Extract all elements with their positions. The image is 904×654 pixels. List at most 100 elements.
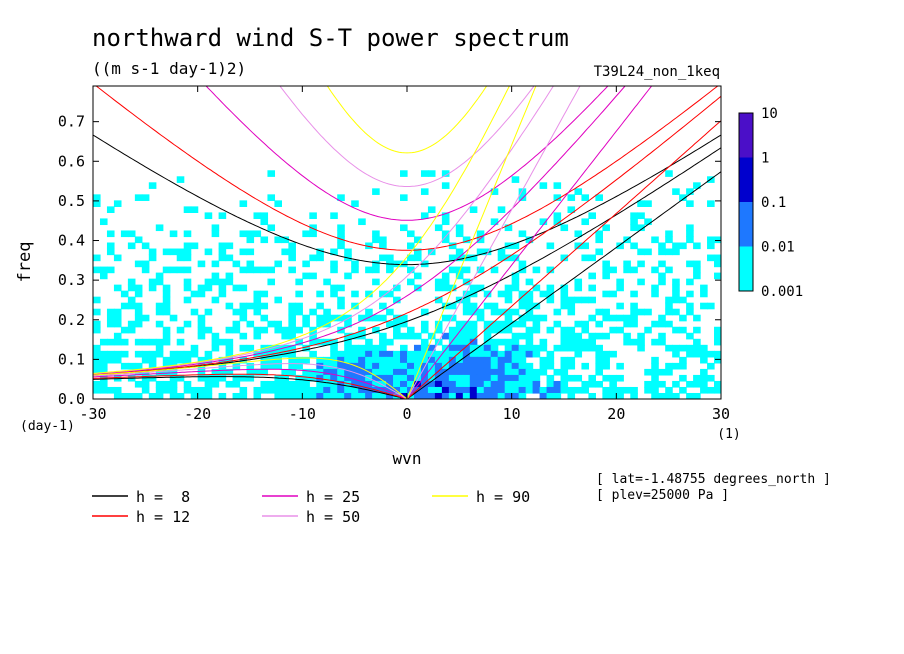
heatmap-cell (679, 242, 687, 250)
heatmap-cell (420, 356, 429, 364)
heatmap-cell (190, 308, 199, 316)
heatmap-cell (665, 392, 673, 399)
heatmap-cell (337, 362, 345, 370)
heatmap-cell (504, 386, 513, 394)
heatmap-cell (581, 242, 590, 250)
heatmap-cell (434, 392, 443, 399)
heatmap-cell (560, 344, 569, 352)
legend-label: h = 12 (136, 508, 190, 526)
heatmap-cell (476, 374, 485, 382)
heatmap-cell (260, 290, 269, 298)
heatmap-cell (609, 380, 617, 388)
heatmap-cell (113, 200, 122, 207)
heatmap-cell (351, 356, 359, 364)
heatmap-cell (700, 350, 708, 358)
heatmap-cell (141, 242, 150, 250)
heatmap-cell (239, 200, 248, 207)
heatmap-cell (490, 266, 499, 274)
heatmap-cell (490, 302, 499, 310)
heatmap-cell (539, 386, 548, 394)
heatmap-cell (337, 392, 345, 399)
heatmap-cell (560, 374, 569, 382)
heatmap-cell (483, 290, 492, 298)
heatmap-cell (351, 380, 359, 388)
heatmap-cell (141, 380, 150, 388)
heatmap-cell (658, 278, 666, 286)
heatmap-cell (93, 254, 101, 262)
heatmap-cell (99, 218, 108, 226)
heatmap-cell (448, 326, 457, 334)
y-tick-label: 0.1 (58, 350, 85, 368)
heatmap-cell (225, 380, 234, 388)
heatmap-cell (162, 266, 171, 274)
heatmap-cell (476, 308, 485, 316)
heatmap-cell (386, 308, 394, 316)
heatmap-cell (246, 266, 255, 274)
heatmap-cell (379, 350, 387, 358)
heatmap-cell (372, 350, 380, 358)
heatmap-cell (358, 344, 366, 352)
heatmap-cell (707, 236, 715, 244)
heatmap-cell (504, 308, 513, 316)
heatmap-cell (602, 392, 610, 399)
heatmap-cell (462, 386, 471, 394)
heatmap-cell (434, 326, 443, 334)
power-field (93, 170, 721, 399)
heatmap-cell (602, 350, 610, 358)
heatmap-cell (420, 326, 429, 334)
heatmap-cell (372, 236, 380, 244)
heatmap-cell (169, 368, 178, 376)
heatmap-cell (183, 356, 192, 364)
heatmap-cell (553, 344, 562, 352)
heatmap-cell (672, 344, 680, 352)
heatmap-cell (197, 260, 206, 268)
heatmap-cell (546, 356, 555, 364)
heatmap-cell (679, 296, 687, 304)
y-axis-unit: (day-1) (20, 419, 75, 434)
heatmap-cell (407, 368, 415, 376)
heatmap-cell (490, 218, 499, 226)
heatmap-cell (190, 392, 199, 399)
heatmap-cell (302, 386, 310, 394)
heatmap-cell (413, 386, 422, 394)
heatmap-cell (260, 380, 269, 388)
heatmap-cell (539, 392, 548, 399)
heatmap-cell (337, 302, 345, 310)
heatmap-cell (567, 338, 576, 346)
heatmap-cell (288, 326, 296, 334)
heatmap-cell (462, 326, 471, 334)
heatmap-cell (239, 266, 248, 274)
heatmap-cell (113, 284, 122, 292)
heatmap-cell (518, 320, 527, 328)
heatmap-cell (693, 182, 701, 189)
heatmap-cell (232, 326, 241, 334)
heatmap-cell (581, 254, 590, 262)
heatmap-cell (707, 362, 715, 370)
heatmap-cell (448, 338, 457, 346)
heatmap-cell (309, 308, 317, 316)
heatmap-cell (476, 266, 485, 274)
heatmap-cell (148, 248, 157, 256)
heatmap-cell (351, 266, 359, 274)
heatmap-cell (546, 284, 555, 292)
heatmap-cell (288, 320, 296, 328)
heatmap-cell (337, 350, 345, 358)
heatmap-cell (211, 332, 220, 340)
heatmap-cell (413, 374, 422, 382)
heatmap-cell (204, 212, 213, 220)
heatmap-cell (623, 386, 631, 394)
heatmap-cell (665, 248, 673, 256)
heatmap-cell (518, 392, 527, 399)
heatmap-cell (469, 284, 478, 292)
heatmap-cell (714, 350, 721, 358)
heatmap-cell (407, 242, 415, 250)
heatmap-cell (358, 362, 366, 370)
heatmap-cell (120, 290, 129, 298)
heatmap-cell (469, 254, 478, 262)
colorbar-label: 1 (761, 151, 769, 167)
heatmap-cell (379, 386, 387, 394)
heatmap-cell (616, 242, 624, 250)
heatmap-cell (386, 320, 394, 328)
rossby-curve (93, 368, 408, 399)
heatmap-cell (204, 278, 213, 286)
